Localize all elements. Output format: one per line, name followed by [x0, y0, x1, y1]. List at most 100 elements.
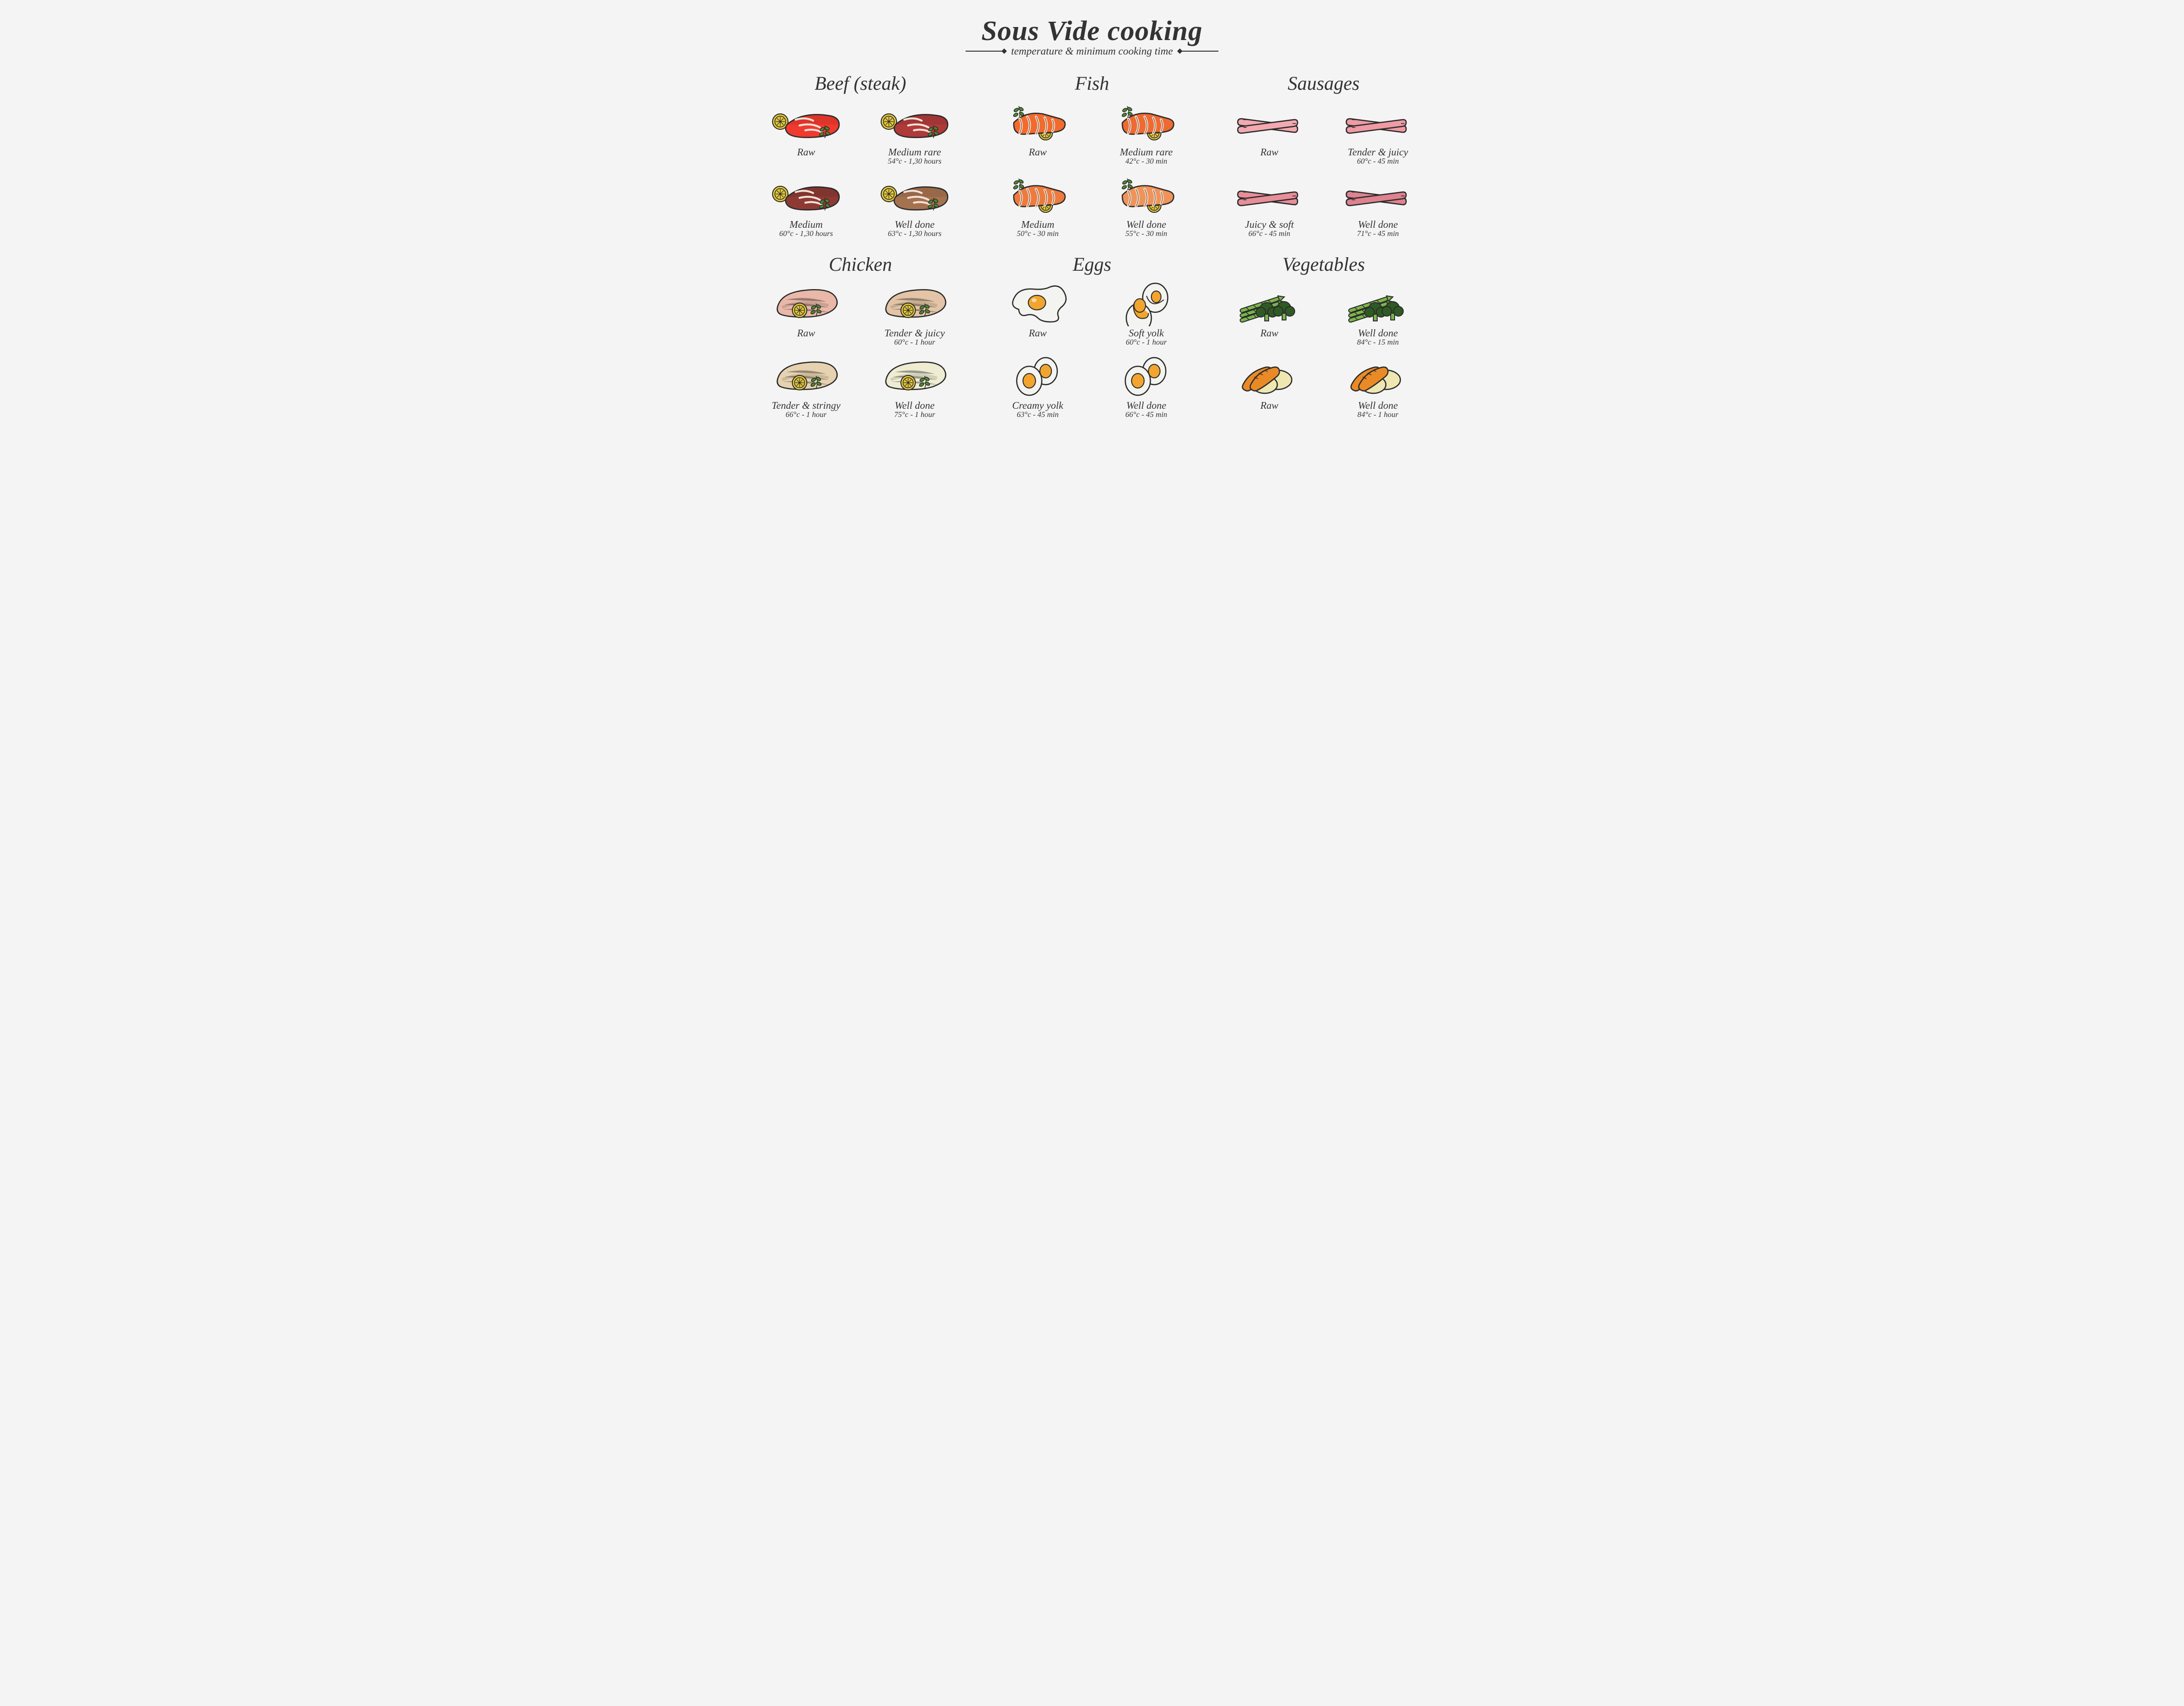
rule-right-icon — [1180, 51, 1218, 52]
item-detail: 50°c - 30 min — [1017, 230, 1059, 238]
item-detail: 42°c - 30 min — [1125, 157, 1167, 166]
fish-icon — [999, 172, 1077, 218]
food-item: Raw — [1222, 99, 1316, 166]
item-grid: Raw Medium rare54°c - 1,30 hours — [759, 99, 962, 238]
item-label: Raw — [1260, 400, 1278, 412]
category-title: Sausages — [1288, 72, 1360, 95]
food-item: Creamy yolk63°c - 45 min — [991, 353, 1085, 419]
item-detail: 84°c - 1 hour — [1357, 411, 1398, 419]
food-item: Raw — [1222, 280, 1316, 347]
food-item: Tender & juicy60°c - 1 hour — [868, 280, 962, 347]
veg-icon — [1231, 280, 1308, 326]
food-item: Well done63°c - 1,30 hours — [868, 172, 962, 238]
item-label: Medium — [789, 219, 823, 231]
food-item: Well done66°c - 45 min — [1099, 353, 1193, 419]
food-item: Medium rare42°c - 30 min — [1099, 99, 1193, 166]
beef-icon — [876, 99, 954, 145]
item-detail: 63°c - 45 min — [1017, 411, 1059, 419]
fish-icon — [999, 99, 1077, 145]
item-label: Medium — [1021, 219, 1054, 231]
item-label: Well done — [1358, 219, 1398, 231]
category: Fish Raw — [991, 67, 1193, 238]
food-item: Well done55°c - 30 min — [1099, 172, 1193, 238]
egg-icon — [1108, 280, 1185, 326]
category: Eggs Raw Soft yolk60°c - 1 hour Creamy y… — [991, 248, 1193, 419]
food-item: Tender & juicy60°c - 45 min — [1331, 99, 1425, 166]
food-item: Well done84°c - 1 hour — [1331, 353, 1425, 419]
item-detail: 60°c - 1,30 hours — [779, 230, 833, 238]
page-title: Sous Vide cooking — [759, 14, 1425, 47]
food-item: Juicy & soft66°c - 45 min — [1222, 172, 1316, 238]
item-grid: Raw Medium rare42°c - 30 min — [991, 99, 1193, 238]
chicken-icon — [768, 353, 845, 399]
item-label: Raw — [1260, 327, 1278, 339]
item-detail: 66°c - 1 hour — [786, 411, 827, 419]
rule-left-icon — [966, 51, 1004, 52]
item-label: Creamy yolk — [1012, 400, 1064, 412]
food-item: Soft yolk60°c - 1 hour — [1099, 280, 1193, 347]
food-item: Tender & stringy66°c - 1 hour — [759, 353, 853, 419]
item-label: Tender & juicy — [885, 327, 945, 339]
item-grid: Raw Tender & juicy60°c - 45 min Juicy & … — [1222, 99, 1425, 238]
item-label: Medium rare — [888, 146, 941, 158]
item-detail: 60°c - 1 hour — [894, 338, 935, 347]
egg-icon — [1108, 353, 1185, 399]
item-grid: Raw Soft yolk60°c - 1 hour Creamy yolk63… — [991, 280, 1193, 419]
item-detail: 60°c - 45 min — [1357, 157, 1399, 166]
food-item: Raw — [991, 280, 1085, 347]
fish-icon — [1108, 99, 1185, 145]
food-item: Raw — [1222, 353, 1316, 419]
food-item: Medium rare54°c - 1,30 hours — [868, 99, 962, 166]
beef-icon — [768, 99, 845, 145]
food-item: Well done84°c - 15 min — [1331, 280, 1425, 347]
veg-icon — [1340, 280, 1417, 326]
infographic: Sous Vide cooking temperature & minimum … — [740, 0, 1444, 444]
item-label: Well done — [1126, 400, 1166, 412]
beef-icon — [876, 172, 954, 218]
sausage-icon — [1340, 99, 1417, 145]
item-label: Raw — [1029, 327, 1047, 339]
veg-icon — [1231, 353, 1308, 399]
category: Vegetables — [1222, 248, 1425, 419]
category-title: Eggs — [1073, 253, 1111, 276]
item-label: Well done — [1358, 327, 1398, 339]
beef-icon — [768, 172, 845, 218]
item-label: Well done — [895, 219, 935, 231]
food-item: Well done75°c - 1 hour — [868, 353, 962, 419]
fish-icon — [1108, 172, 1185, 218]
header: Sous Vide cooking temperature & minimum … — [759, 14, 1425, 57]
item-label: Soft yolk — [1129, 327, 1164, 339]
veg-icon — [1340, 353, 1417, 399]
item-label: Raw — [1260, 146, 1278, 158]
chicken-icon — [768, 280, 845, 326]
chicken-icon — [876, 280, 954, 326]
egg-icon — [999, 353, 1077, 399]
food-item: Raw — [991, 99, 1085, 166]
item-label: Well done — [1126, 219, 1166, 231]
sausage-icon — [1231, 172, 1308, 218]
item-detail: 55°c - 30 min — [1125, 230, 1167, 238]
item-label: Medium rare — [1120, 146, 1173, 158]
egg-icon — [999, 280, 1077, 326]
chicken-icon — [876, 353, 954, 399]
category: Sausages Raw Tender & juicy60°c - 45 min… — [1222, 67, 1425, 238]
item-detail: 84°c - 15 min — [1357, 338, 1399, 347]
food-item: Well done71°c - 45 min — [1331, 172, 1425, 238]
page-subtitle: temperature & minimum cooking time — [1011, 45, 1173, 57]
food-item: Medium60°c - 1,30 hours — [759, 172, 853, 238]
subtitle-row: temperature & minimum cooking time — [759, 45, 1425, 57]
item-label: Tender & stringy — [772, 400, 841, 412]
item-detail: 60°c - 1 hour — [1126, 338, 1167, 347]
item-label: Raw — [797, 146, 815, 158]
item-label: Well done — [1358, 400, 1398, 412]
sausage-icon — [1231, 99, 1308, 145]
category: Beef (steak) Raw — [759, 67, 962, 238]
category-title: Fish — [1075, 72, 1109, 95]
category-grid: Beef (steak) Raw — [759, 67, 1425, 419]
item-label: Raw — [1029, 146, 1047, 158]
item-label: Well done — [895, 400, 935, 412]
item-label: Tender & juicy — [1348, 146, 1408, 158]
item-detail: 66°c - 45 min — [1248, 230, 1290, 238]
category: Chicken Raw — [759, 248, 962, 419]
item-label: Juicy & soft — [1245, 219, 1294, 231]
